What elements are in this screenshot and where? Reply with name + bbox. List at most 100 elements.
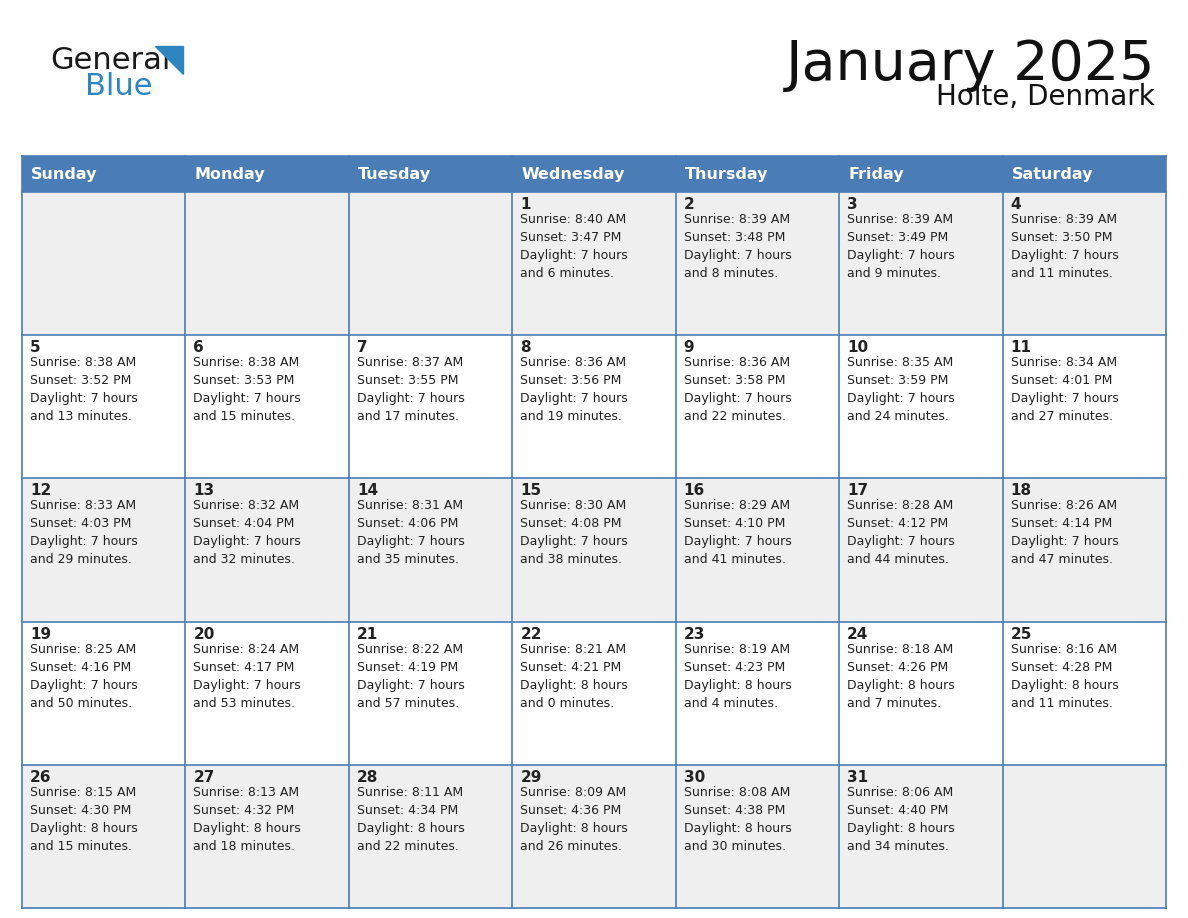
Text: Sunrise: 8:13 AM
Sunset: 4:32 PM
Daylight: 8 hours
and 18 minutes.: Sunrise: 8:13 AM Sunset: 4:32 PM Dayligh…	[194, 786, 302, 853]
Bar	[23, 621, 185, 765]
Bar	[185, 478, 349, 621]
Text: 3: 3	[847, 197, 858, 212]
Text: 1: 1	[520, 197, 531, 212]
Text: 10: 10	[847, 341, 868, 355]
Bar	[1003, 478, 1165, 621]
Text: Sunrise: 8:33 AM
Sunset: 4:03 PM
Daylight: 7 hours
and 29 minutes.: Sunrise: 8:33 AM Sunset: 4:03 PM Dayligh…	[30, 499, 138, 566]
Text: Monday: Monday	[195, 166, 265, 182]
Text: 2: 2	[684, 197, 695, 212]
Text: Sunrise: 8:38 AM
Sunset: 3:52 PM
Daylight: 7 hours
and 13 minutes.: Sunrise: 8:38 AM Sunset: 3:52 PM Dayligh…	[30, 356, 138, 423]
Text: Sunday: Sunday	[31, 166, 97, 182]
Text: 18: 18	[1011, 484, 1031, 498]
Bar	[1003, 621, 1165, 765]
Text: 5: 5	[30, 341, 40, 355]
Text: 20: 20	[194, 627, 215, 642]
Text: Sunrise: 8:32 AM
Sunset: 4:04 PM
Daylight: 7 hours
and 32 minutes.: Sunrise: 8:32 AM Sunset: 4:04 PM Dayligh…	[194, 499, 302, 566]
Text: Sunrise: 8:34 AM
Sunset: 4:01 PM
Daylight: 7 hours
and 27 minutes.: Sunrise: 8:34 AM Sunset: 4:01 PM Dayligh…	[1011, 356, 1118, 423]
Text: Friday: Friday	[848, 166, 904, 182]
Bar	[839, 192, 1003, 335]
Text: Sunrise: 8:36 AM
Sunset: 3:58 PM
Daylight: 7 hours
and 22 minutes.: Sunrise: 8:36 AM Sunset: 3:58 PM Dayligh…	[684, 356, 791, 423]
Text: Sunrise: 8:39 AM
Sunset: 3:49 PM
Daylight: 7 hours
and 9 minutes.: Sunrise: 8:39 AM Sunset: 3:49 PM Dayligh…	[847, 213, 955, 280]
Text: Wednesday: Wednesday	[522, 166, 625, 182]
Text: Sunrise: 8:26 AM
Sunset: 4:14 PM
Daylight: 7 hours
and 47 minutes.: Sunrise: 8:26 AM Sunset: 4:14 PM Dayligh…	[1011, 499, 1118, 566]
Text: 17: 17	[847, 484, 868, 498]
Text: 16: 16	[684, 484, 704, 498]
Text: 27: 27	[194, 770, 215, 785]
Text: 11: 11	[1011, 341, 1031, 355]
Polygon shape	[154, 46, 183, 74]
Text: 25: 25	[1011, 627, 1032, 642]
Text: Sunrise: 8:39 AM
Sunset: 3:50 PM
Daylight: 7 hours
and 11 minutes.: Sunrise: 8:39 AM Sunset: 3:50 PM Dayligh…	[1011, 213, 1118, 280]
Text: Sunrise: 8:40 AM
Sunset: 3:47 PM
Daylight: 7 hours
and 6 minutes.: Sunrise: 8:40 AM Sunset: 3:47 PM Dayligh…	[520, 213, 628, 280]
Bar	[512, 335, 676, 478]
Bar	[676, 192, 839, 335]
Text: 8: 8	[520, 341, 531, 355]
Bar	[676, 478, 839, 621]
Text: Sunrise: 8:06 AM
Sunset: 4:40 PM
Daylight: 8 hours
and 34 minutes.: Sunrise: 8:06 AM Sunset: 4:40 PM Dayligh…	[847, 786, 955, 853]
Bar	[512, 478, 676, 621]
Bar	[23, 335, 185, 478]
Text: 23: 23	[684, 627, 706, 642]
Text: 22: 22	[520, 627, 542, 642]
Text: Sunrise: 8:38 AM
Sunset: 3:53 PM
Daylight: 7 hours
and 15 minutes.: Sunrise: 8:38 AM Sunset: 3:53 PM Dayligh…	[194, 356, 302, 423]
Bar	[23, 192, 185, 335]
Bar	[512, 192, 676, 335]
Text: 31: 31	[847, 770, 868, 785]
Bar	[839, 335, 1003, 478]
Text: 29: 29	[520, 770, 542, 785]
Text: Sunrise: 8:21 AM
Sunset: 4:21 PM
Daylight: 8 hours
and 0 minutes.: Sunrise: 8:21 AM Sunset: 4:21 PM Dayligh…	[520, 643, 628, 710]
Text: Sunrise: 8:31 AM
Sunset: 4:06 PM
Daylight: 7 hours
and 35 minutes.: Sunrise: 8:31 AM Sunset: 4:06 PM Dayligh…	[356, 499, 465, 566]
Text: 28: 28	[356, 770, 378, 785]
Bar	[185, 765, 349, 908]
Text: Tuesday: Tuesday	[358, 166, 431, 182]
Bar	[23, 156, 1165, 192]
Bar	[23, 156, 1165, 908]
Text: Sunrise: 8:37 AM
Sunset: 3:55 PM
Daylight: 7 hours
and 17 minutes.: Sunrise: 8:37 AM Sunset: 3:55 PM Dayligh…	[356, 356, 465, 423]
Bar	[349, 335, 512, 478]
Text: Sunrise: 8:36 AM
Sunset: 3:56 PM
Daylight: 7 hours
and 19 minutes.: Sunrise: 8:36 AM Sunset: 3:56 PM Dayligh…	[520, 356, 628, 423]
Text: 15: 15	[520, 484, 542, 498]
Text: 7: 7	[356, 341, 367, 355]
Bar	[185, 192, 349, 335]
Text: 24: 24	[847, 627, 868, 642]
Text: Sunrise: 8:25 AM
Sunset: 4:16 PM
Daylight: 7 hours
and 50 minutes.: Sunrise: 8:25 AM Sunset: 4:16 PM Dayligh…	[30, 643, 138, 710]
Bar	[676, 765, 839, 908]
Text: 6: 6	[194, 341, 204, 355]
Text: Sunrise: 8:18 AM
Sunset: 4:26 PM
Daylight: 8 hours
and 7 minutes.: Sunrise: 8:18 AM Sunset: 4:26 PM Dayligh…	[847, 643, 955, 710]
Bar	[839, 478, 1003, 621]
Text: 26: 26	[30, 770, 51, 785]
Bar	[185, 621, 349, 765]
Bar	[349, 621, 512, 765]
Bar	[349, 765, 512, 908]
Bar	[676, 621, 839, 765]
Bar	[839, 621, 1003, 765]
Bar	[23, 765, 185, 908]
Text: Blue: Blue	[86, 72, 152, 101]
Text: Sunrise: 8:16 AM
Sunset: 4:28 PM
Daylight: 8 hours
and 11 minutes.: Sunrise: 8:16 AM Sunset: 4:28 PM Dayligh…	[1011, 643, 1118, 710]
Text: 13: 13	[194, 484, 215, 498]
Text: Sunrise: 8:15 AM
Sunset: 4:30 PM
Daylight: 8 hours
and 15 minutes.: Sunrise: 8:15 AM Sunset: 4:30 PM Dayligh…	[30, 786, 138, 853]
Bar	[1003, 192, 1165, 335]
Text: Thursday: Thursday	[684, 166, 769, 182]
Bar	[512, 621, 676, 765]
Text: Sunrise: 8:39 AM
Sunset: 3:48 PM
Daylight: 7 hours
and 8 minutes.: Sunrise: 8:39 AM Sunset: 3:48 PM Dayligh…	[684, 213, 791, 280]
Text: Sunrise: 8:35 AM
Sunset: 3:59 PM
Daylight: 7 hours
and 24 minutes.: Sunrise: 8:35 AM Sunset: 3:59 PM Dayligh…	[847, 356, 955, 423]
Bar	[349, 478, 512, 621]
Text: Holte, Denmark: Holte, Denmark	[936, 83, 1155, 111]
Bar	[839, 765, 1003, 908]
Text: 12: 12	[30, 484, 51, 498]
Text: Sunrise: 8:08 AM
Sunset: 4:38 PM
Daylight: 8 hours
and 30 minutes.: Sunrise: 8:08 AM Sunset: 4:38 PM Dayligh…	[684, 786, 791, 853]
Bar	[676, 335, 839, 478]
Text: 14: 14	[356, 484, 378, 498]
Bar	[23, 478, 185, 621]
Text: Sunrise: 8:30 AM
Sunset: 4:08 PM
Daylight: 7 hours
and 38 minutes.: Sunrise: 8:30 AM Sunset: 4:08 PM Dayligh…	[520, 499, 628, 566]
Text: Saturday: Saturday	[1011, 166, 1093, 182]
Bar	[349, 192, 512, 335]
Bar	[185, 335, 349, 478]
Text: Sunrise: 8:09 AM
Sunset: 4:36 PM
Daylight: 8 hours
and 26 minutes.: Sunrise: 8:09 AM Sunset: 4:36 PM Dayligh…	[520, 786, 628, 853]
Text: 19: 19	[30, 627, 51, 642]
Text: 30: 30	[684, 770, 704, 785]
Text: 9: 9	[684, 341, 694, 355]
Text: Sunrise: 8:28 AM
Sunset: 4:12 PM
Daylight: 7 hours
and 44 minutes.: Sunrise: 8:28 AM Sunset: 4:12 PM Dayligh…	[847, 499, 955, 566]
Text: Sunrise: 8:29 AM
Sunset: 4:10 PM
Daylight: 7 hours
and 41 minutes.: Sunrise: 8:29 AM Sunset: 4:10 PM Dayligh…	[684, 499, 791, 566]
